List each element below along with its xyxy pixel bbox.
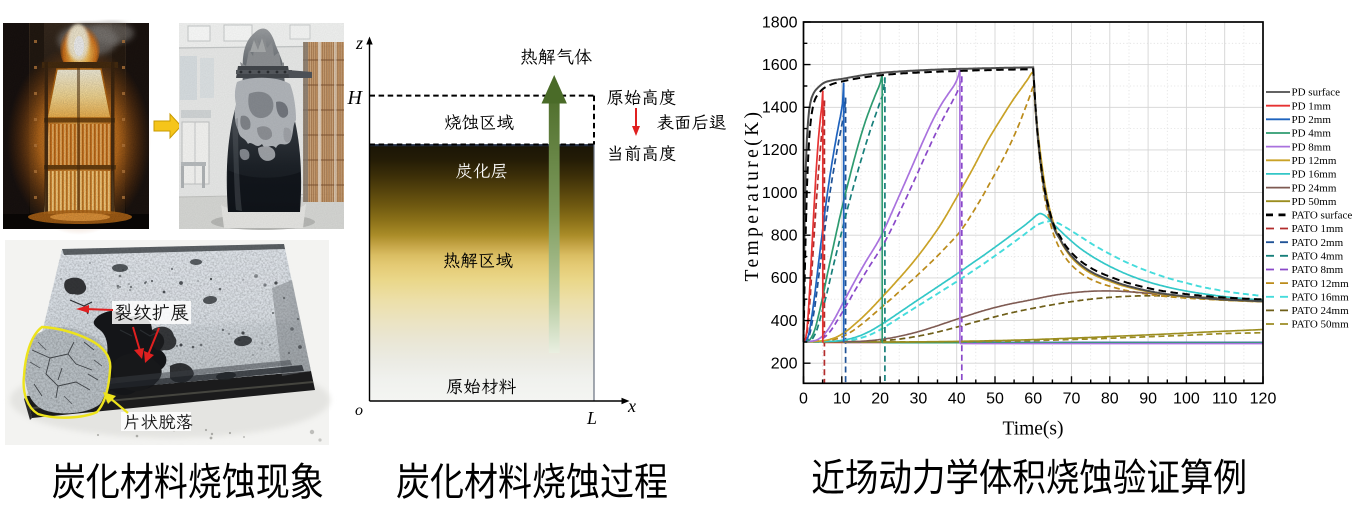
svg-text:400: 400 bbox=[771, 313, 798, 330]
svg-text:PD 4mm: PD 4mm bbox=[1292, 128, 1332, 140]
svg-text:70: 70 bbox=[1063, 390, 1081, 407]
svg-text:30: 30 bbox=[910, 390, 928, 407]
svg-text:PD 8mm: PD 8mm bbox=[1292, 141, 1332, 153]
svg-text:60: 60 bbox=[1024, 390, 1042, 407]
svg-text:PD surface: PD surface bbox=[1292, 87, 1341, 99]
svg-text:Time(s): Time(s) bbox=[1002, 419, 1063, 440]
svg-text:PATO 4mm: PATO 4mm bbox=[1292, 251, 1344, 263]
svg-text:L: L bbox=[586, 408, 597, 428]
svg-text:800: 800 bbox=[771, 228, 798, 245]
svg-text:120: 120 bbox=[1250, 390, 1277, 407]
svg-text:600: 600 bbox=[771, 270, 798, 287]
svg-text:1000: 1000 bbox=[762, 185, 798, 202]
svg-text:PATO surface: PATO surface bbox=[1292, 210, 1353, 222]
svg-text:100: 100 bbox=[1173, 390, 1200, 407]
svg-text:x: x bbox=[627, 396, 636, 416]
svg-text:1200: 1200 bbox=[762, 142, 798, 159]
svg-text:PATO 2mm: PATO 2mm bbox=[1292, 237, 1344, 249]
svg-text:80: 80 bbox=[1101, 390, 1119, 407]
svg-text:PD 1mm: PD 1mm bbox=[1292, 100, 1332, 112]
svg-text:200: 200 bbox=[771, 356, 798, 373]
svg-text:z: z bbox=[355, 33, 363, 53]
svg-text:PATO 12mm: PATO 12mm bbox=[1292, 278, 1350, 290]
svg-text:PATO 16mm: PATO 16mm bbox=[1292, 291, 1350, 303]
svg-text:PD 24mm: PD 24mm bbox=[1292, 182, 1337, 194]
svg-text:Temperature(K): Temperature(K) bbox=[742, 109, 763, 282]
svg-text:1400: 1400 bbox=[762, 100, 798, 117]
svg-text:PD 50mm: PD 50mm bbox=[1292, 196, 1337, 208]
svg-text:110: 110 bbox=[1212, 390, 1238, 407]
svg-text:10: 10 bbox=[833, 390, 851, 407]
svg-text:o: o bbox=[355, 402, 363, 419]
svg-text:1800: 1800 bbox=[762, 14, 798, 31]
svg-text:PATO 1mm: PATO 1mm bbox=[1292, 223, 1344, 235]
svg-text:PD 2mm: PD 2mm bbox=[1292, 114, 1332, 126]
svg-text:PD 16mm: PD 16mm bbox=[1292, 169, 1337, 181]
svg-text:PATO 50mm: PATO 50mm bbox=[1292, 319, 1350, 331]
svg-text:PATO 8mm: PATO 8mm bbox=[1292, 264, 1344, 276]
svg-text:PD 12mm: PD 12mm bbox=[1292, 155, 1337, 167]
svg-text:1600: 1600 bbox=[762, 57, 798, 74]
svg-text:20: 20 bbox=[871, 390, 889, 407]
svg-text:PATO 24mm: PATO 24mm bbox=[1292, 305, 1350, 317]
svg-text:H: H bbox=[347, 87, 364, 109]
svg-text:90: 90 bbox=[1139, 390, 1157, 407]
svg-text:40: 40 bbox=[948, 390, 966, 407]
svg-text:0: 0 bbox=[799, 390, 808, 407]
svg-text:50: 50 bbox=[986, 390, 1004, 407]
